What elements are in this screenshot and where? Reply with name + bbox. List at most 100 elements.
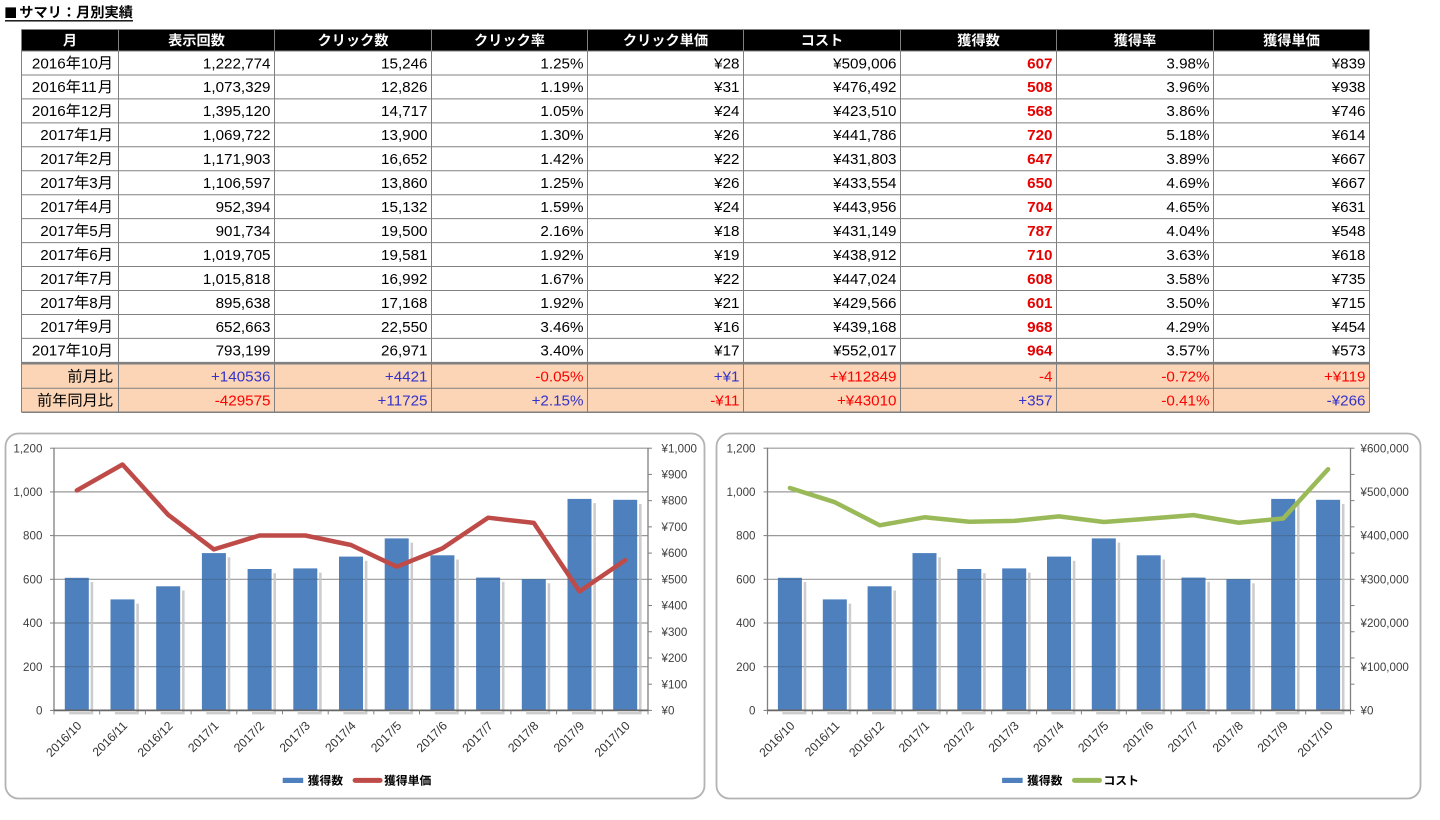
svg-text:9: 9 [89, 319, 97, 336]
svg-text:¥26: ¥26 [713, 127, 739, 144]
svg-text:1,395,120: 1,395,120 [203, 103, 271, 120]
svg-text:-0.72%: -0.72% [1161, 369, 1209, 386]
svg-text:3.96%: 3.96% [1166, 79, 1209, 96]
svg-text:¥447,024: ¥447,024 [832, 271, 896, 288]
svg-text:3.46%: 3.46% [540, 319, 583, 336]
svg-text:-0.05%: -0.05% [535, 369, 583, 386]
svg-text:+2.15%: +2.15% [532, 393, 584, 410]
svg-text:¥431,149: ¥431,149 [832, 223, 896, 240]
svg-text:¥100,000: ¥100,000 [1360, 661, 1409, 674]
svg-text:2016: 2016 [32, 55, 66, 72]
svg-text:0: 0 [36, 705, 42, 718]
svg-text:¥614: ¥614 [1331, 127, 1366, 144]
svg-text:952,394: 952,394 [216, 199, 271, 216]
svg-text:26,971: 26,971 [381, 343, 427, 360]
svg-text:2017: 2017 [40, 127, 74, 144]
svg-text:1.42%: 1.42% [540, 151, 583, 168]
svg-text:3: 3 [89, 175, 97, 192]
svg-text:200: 200 [736, 661, 755, 674]
svg-text:¥746: ¥746 [1331, 103, 1366, 120]
svg-text:¥19: ¥19 [713, 247, 739, 264]
svg-text:607: 607 [1027, 55, 1052, 72]
svg-text:964: 964 [1027, 343, 1053, 360]
svg-text:2017: 2017 [40, 247, 74, 264]
svg-text:200: 200 [23, 661, 42, 674]
svg-text:704: 704 [1027, 199, 1053, 216]
svg-text:4.04%: 4.04% [1166, 223, 1209, 240]
svg-text:2017: 2017 [40, 319, 74, 336]
svg-text:¥600,000: ¥600,000 [1360, 442, 1409, 455]
svg-text:¥618: ¥618 [1331, 247, 1366, 264]
svg-text:¥16: ¥16 [713, 319, 739, 336]
svg-text:1.92%: 1.92% [540, 295, 583, 312]
svg-text:600: 600 [736, 573, 755, 586]
svg-text:19,500: 19,500 [381, 223, 427, 240]
svg-text:5.18%: 5.18% [1166, 127, 1209, 144]
svg-text:¥21: ¥21 [713, 295, 739, 312]
svg-text:¥400: ¥400 [661, 600, 688, 613]
svg-text:1,000: 1,000 [726, 486, 755, 499]
svg-text:¥509,006: ¥509,006 [832, 55, 896, 72]
svg-text:2016: 2016 [32, 103, 66, 120]
svg-text:1,106,597: 1,106,597 [203, 175, 271, 192]
svg-text:901,734: 901,734 [216, 223, 271, 240]
svg-text:2.16%: 2.16% [540, 223, 583, 240]
svg-text:793,199: 793,199 [216, 343, 271, 360]
svg-text:0: 0 [749, 705, 755, 718]
svg-text:3.98%: 3.98% [1166, 55, 1209, 72]
svg-text:¥443,956: ¥443,956 [832, 199, 896, 216]
svg-text:15,132: 15,132 [381, 199, 427, 216]
svg-text:400: 400 [23, 617, 42, 630]
svg-text:7: 7 [89, 271, 97, 288]
svg-text:2017: 2017 [40, 271, 74, 288]
svg-text:2017: 2017 [40, 199, 74, 216]
svg-text:¥22: ¥22 [713, 271, 739, 288]
svg-text:¥735: ¥735 [1331, 271, 1366, 288]
svg-text:¥700: ¥700 [661, 521, 688, 534]
svg-text:¥438,912: ¥438,912 [832, 247, 896, 264]
svg-text:720: 720 [1027, 127, 1052, 144]
svg-text:¥500,000: ¥500,000 [1360, 486, 1409, 499]
svg-text:+¥1: +¥1 [714, 369, 740, 386]
svg-text:10: 10 [81, 343, 98, 360]
svg-text:3.40%: 3.40% [540, 343, 583, 360]
svg-text:19,581: 19,581 [381, 247, 427, 264]
svg-text:¥300,000: ¥300,000 [1360, 573, 1409, 586]
svg-text:¥631: ¥631 [1331, 199, 1366, 216]
svg-text:600: 600 [23, 573, 42, 586]
svg-text:-¥11: -¥11 [710, 393, 739, 410]
svg-text:10: 10 [81, 55, 98, 72]
svg-text:¥400,000: ¥400,000 [1360, 530, 1409, 543]
svg-text:11: 11 [81, 79, 97, 96]
svg-text:1,073,329: 1,073,329 [203, 79, 271, 96]
svg-text:¥476,492: ¥476,492 [832, 79, 896, 96]
svg-text:-0.41%: -0.41% [1161, 393, 1209, 410]
svg-text:¥17: ¥17 [713, 343, 739, 360]
svg-text:¥600: ¥600 [661, 547, 688, 560]
svg-text:¥429,566: ¥429,566 [832, 295, 896, 312]
svg-text:568: 568 [1027, 103, 1052, 120]
svg-text:8: 8 [89, 295, 97, 312]
svg-text:1,015,818: 1,015,818 [203, 271, 271, 288]
svg-text:4.69%: 4.69% [1166, 175, 1209, 192]
svg-text:2: 2 [89, 151, 97, 168]
svg-text:968: 968 [1027, 319, 1052, 336]
svg-text:1,069,722: 1,069,722 [203, 127, 271, 144]
svg-text:¥441,786: ¥441,786 [832, 127, 896, 144]
svg-text:1.30%: 1.30% [540, 127, 583, 144]
svg-text:¥24: ¥24 [713, 103, 739, 120]
svg-text:¥300: ¥300 [661, 626, 688, 639]
svg-text:-4: -4 [1039, 369, 1053, 386]
svg-text:3.63%: 3.63% [1166, 247, 1209, 264]
svg-text:¥938: ¥938 [1331, 79, 1366, 96]
svg-text:¥552,017: ¥552,017 [832, 343, 896, 360]
svg-text:16,652: 16,652 [381, 151, 427, 168]
svg-text:3.86%: 3.86% [1166, 103, 1209, 120]
svg-text:¥24: ¥24 [713, 199, 739, 216]
svg-text:3.50%: 3.50% [1166, 295, 1209, 312]
svg-text:14,717: 14,717 [381, 103, 427, 120]
svg-text:508: 508 [1027, 79, 1052, 96]
svg-text:1.25%: 1.25% [540, 175, 583, 192]
svg-text:1,019,705: 1,019,705 [203, 247, 271, 264]
svg-text:800: 800 [23, 530, 42, 543]
